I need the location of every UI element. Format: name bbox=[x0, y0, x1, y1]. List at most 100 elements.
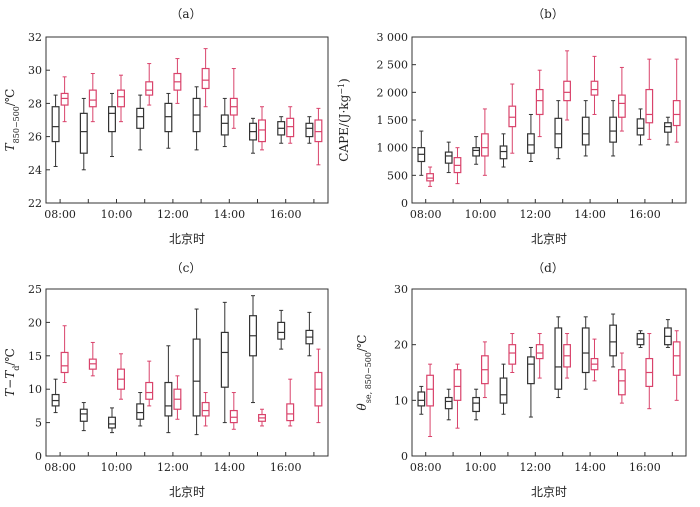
box-red-0 bbox=[60, 325, 69, 384]
y-axis-label: T−Td/℃ bbox=[3, 348, 21, 397]
box-black-8 bbox=[636, 108, 645, 146]
box-body bbox=[417, 391, 426, 407]
box-red-9 bbox=[672, 330, 681, 401]
box-red-4 bbox=[173, 375, 182, 420]
plot-frame bbox=[411, 288, 687, 457]
box-body bbox=[305, 122, 314, 138]
y-axis-label-part: θ bbox=[355, 402, 369, 410]
box-red-1 bbox=[453, 147, 462, 185]
box-red-5 bbox=[563, 333, 571, 379]
box-red-2 bbox=[117, 353, 125, 400]
box-body bbox=[79, 112, 88, 154]
y-axis-label-part: −T bbox=[3, 370, 17, 389]
y-tick-label: 30 bbox=[28, 64, 42, 77]
box-red-8 bbox=[645, 58, 654, 140]
box-black-1 bbox=[444, 388, 453, 421]
x-tick-label: 14:00 bbox=[574, 208, 606, 221]
box-body bbox=[88, 89, 97, 108]
box-body bbox=[426, 173, 434, 182]
chart-panel-a: （a） 22 24 26 28 30 32 08:00 10:00 12:00 14:00 16:00… bbox=[3, 7, 329, 246]
y-axis-label-part: 850−500 bbox=[12, 106, 21, 143]
x-axis-label: 北京时 bbox=[169, 232, 205, 246]
box-body bbox=[145, 81, 154, 96]
box-red-7 bbox=[617, 66, 626, 132]
box-body bbox=[444, 396, 453, 410]
box-black-9 bbox=[305, 116, 314, 144]
y-axis-label: θse, 850−500/℃ bbox=[355, 335, 373, 411]
x-tick-label: 16:00 bbox=[270, 208, 302, 221]
box-red-5 bbox=[201, 392, 210, 427]
x-tick-label: 16:00 bbox=[270, 461, 302, 474]
box-body bbox=[609, 324, 618, 357]
y-tick-label: 28 bbox=[28, 97, 42, 110]
box-body bbox=[258, 119, 266, 143]
box-body bbox=[609, 116, 618, 143]
box-black-3 bbox=[136, 94, 145, 151]
x-tick-label: 08:00 bbox=[410, 461, 442, 474]
box-black-6 bbox=[581, 316, 590, 390]
box-black-4 bbox=[527, 346, 535, 418]
box-body bbox=[554, 327, 563, 390]
y-axis-label-part: se, 850−500 bbox=[364, 352, 373, 403]
box-black-0 bbox=[417, 385, 426, 415]
box-body bbox=[636, 118, 645, 136]
y-axis-label-part: −1 bbox=[337, 83, 346, 95]
box-body bbox=[164, 381, 173, 417]
box-red-7 bbox=[617, 352, 626, 404]
panel-label: （c） bbox=[171, 261, 202, 275]
y-tick-label: 15 bbox=[28, 350, 42, 363]
box-black-7 bbox=[609, 100, 618, 157]
box-black-2 bbox=[108, 92, 116, 158]
box-body bbox=[286, 117, 295, 138]
x-tick-label: 10:00 bbox=[101, 461, 133, 474]
box-body bbox=[508, 105, 517, 128]
box-body bbox=[60, 351, 69, 374]
box-body bbox=[617, 369, 626, 396]
y-tick-label: 1 500 bbox=[377, 114, 409, 127]
box-body bbox=[508, 344, 517, 365]
box-body bbox=[108, 106, 116, 133]
box-body bbox=[426, 374, 434, 407]
box-black-1 bbox=[79, 402, 88, 432]
y-tick-label: 30 bbox=[394, 283, 408, 296]
box-red-3 bbox=[145, 63, 154, 106]
y-tick-label: 20 bbox=[28, 316, 42, 329]
box-red-9 bbox=[672, 58, 681, 143]
box-body bbox=[277, 321, 286, 340]
x-tick-label: 16:00 bbox=[629, 208, 661, 221]
box-body bbox=[645, 88, 654, 124]
box-red-5 bbox=[563, 50, 571, 121]
panel-label: （a） bbox=[170, 7, 201, 21]
x-tick-label: 14:00 bbox=[213, 208, 245, 221]
x-tick-label: 10:00 bbox=[465, 461, 497, 474]
y-axis-label-part: /℃ bbox=[3, 89, 17, 106]
box-red-2 bbox=[480, 341, 489, 399]
box-red-0 bbox=[426, 363, 434, 438]
y-tick-label: 24 bbox=[28, 164, 42, 177]
y-tick-label: 25 bbox=[28, 283, 42, 296]
box-black-3 bbox=[136, 392, 145, 427]
box-red-8 bbox=[286, 106, 295, 144]
box-body bbox=[527, 133, 535, 154]
box-red-4 bbox=[535, 333, 544, 379]
box-red-6 bbox=[590, 338, 599, 382]
box-red-0 bbox=[60, 76, 69, 123]
box-red-8 bbox=[286, 378, 295, 427]
box-black-0 bbox=[417, 130, 426, 176]
box-red-7 bbox=[258, 408, 266, 427]
x-tick-label: 16:00 bbox=[629, 461, 661, 474]
box-black-2 bbox=[472, 388, 481, 421]
box-black-4 bbox=[527, 113, 535, 162]
x-tick-label: 14:00 bbox=[574, 461, 606, 474]
y-tick-label: 10 bbox=[394, 394, 408, 407]
box-body bbox=[581, 327, 590, 374]
box-black-7 bbox=[609, 313, 618, 368]
box-body bbox=[563, 80, 571, 102]
box-black-0 bbox=[51, 94, 60, 167]
box-black-6 bbox=[220, 97, 229, 148]
x-tick-label: 14:00 bbox=[213, 461, 245, 474]
y-tick-label: 22 bbox=[28, 197, 42, 210]
box-red-9 bbox=[314, 107, 323, 166]
box-red-1 bbox=[453, 363, 462, 429]
